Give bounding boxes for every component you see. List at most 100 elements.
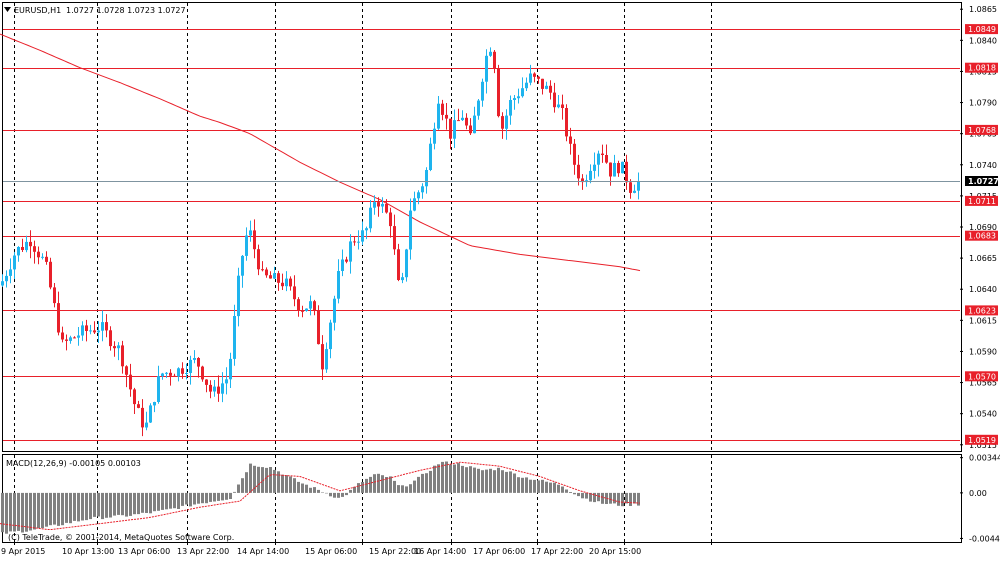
- candle-body: [533, 73, 536, 77]
- macd-bar: [437, 464, 440, 493]
- macd-bar: [617, 492, 620, 506]
- candle-body: [21, 247, 24, 250]
- macd-bar: [493, 470, 496, 493]
- macd-bar: [361, 482, 364, 493]
- candle-body: [113, 346, 116, 349]
- macd-bar: [401, 485, 404, 493]
- candle-body: [197, 358, 200, 367]
- macd-tick-label: 0.00: [969, 489, 987, 498]
- time-tick-label: 13 Apr 06:00: [118, 547, 170, 556]
- candle-body: [345, 259, 348, 262]
- candle-body: [573, 143, 576, 165]
- candle-body: [277, 273, 280, 283]
- macd-bar: [609, 492, 612, 504]
- candle-body: [481, 81, 484, 101]
- ohlc-readout: 1.0727 1.0728 1.0723 1.0727: [66, 6, 186, 15]
- candle-body: [493, 51, 496, 69]
- macd-bar: [445, 461, 448, 493]
- macd-bar: [501, 470, 504, 493]
- macd-bar: [13, 492, 16, 532]
- candle-body: [461, 117, 464, 121]
- candle-body: [465, 117, 468, 126]
- candle-body: [101, 322, 104, 331]
- macd-bar: [621, 492, 624, 507]
- macd-bar: [65, 492, 68, 523]
- macd-bar: [553, 482, 556, 493]
- macd-indicator: [0, 461, 641, 534]
- macd-bar: [577, 492, 580, 497]
- candle-body: [229, 358, 232, 380]
- macd-bar: [177, 492, 180, 509]
- macd-bar: [425, 473, 428, 493]
- macd-bar: [533, 479, 536, 493]
- macd-bar: [5, 492, 8, 534]
- price-tick-label: 1.0515: [969, 441, 997, 450]
- macd-bar: [489, 468, 492, 493]
- macd-bar: [517, 477, 520, 493]
- macd-bar: [249, 463, 252, 493]
- candle-body: [221, 383, 224, 394]
- macd-bar: [453, 464, 456, 493]
- level-label: 1.0683: [968, 232, 996, 241]
- macd-bar: [297, 481, 300, 493]
- macd-bar: [117, 492, 120, 515]
- candle-body: [301, 310, 304, 312]
- candle-body: [241, 255, 244, 276]
- time-tick-label: 10 Apr 13:00: [62, 547, 114, 556]
- level-label-box: [965, 305, 998, 316]
- macd-bar: [101, 492, 104, 520]
- candle-body: [541, 78, 544, 89]
- candle-body: [185, 373, 188, 374]
- candle-body: [597, 153, 600, 165]
- macd-bar: [105, 492, 108, 518]
- macd-bar: [381, 475, 384, 493]
- macd-bar: [153, 492, 156, 512]
- macd-bar: [273, 469, 276, 493]
- macd-bar: [633, 492, 636, 504]
- ma-line: [0, 33, 641, 272]
- macd-bar: [581, 492, 584, 499]
- macd-bar: [261, 467, 264, 493]
- candle-body: [17, 247, 20, 256]
- macd-bar: [441, 461, 444, 493]
- down-triangle-icon[interactable]: [4, 7, 11, 12]
- level-label-box: [965, 124, 998, 135]
- macd-bar: [409, 484, 412, 493]
- candle-body: [97, 330, 100, 333]
- candle-body: [377, 202, 380, 207]
- macd-bar: [505, 471, 508, 493]
- candle-body: [457, 120, 460, 122]
- macd-bar: [81, 492, 84, 521]
- macd-bar: [301, 483, 304, 493]
- time-tick-label: 14 Apr 14:00: [237, 547, 289, 556]
- copyright-text: (C) TeleTrade, © 2001-2014, MetaQuotes S…: [8, 533, 234, 542]
- macd-bar: [341, 492, 344, 497]
- candle-body: [497, 69, 500, 117]
- macd-bar: [49, 492, 52, 526]
- candle-body: [213, 386, 216, 392]
- candle-body: [161, 373, 164, 377]
- price-tick-label: 1.0790: [969, 99, 997, 108]
- candle-body: [381, 203, 384, 207]
- candle-body: [329, 322, 332, 350]
- candle-body: [473, 115, 476, 134]
- candle-body: [621, 161, 624, 174]
- macd-bar: [213, 492, 216, 502]
- price-tick-label: 1.0615: [969, 316, 997, 325]
- macd-bar: [393, 480, 396, 493]
- candle-body: [633, 190, 636, 193]
- macd-bar: [109, 492, 112, 518]
- candle-body: [517, 96, 520, 99]
- candle-body: [485, 55, 488, 82]
- time-tick-label: 15 Apr 22:00: [369, 547, 421, 556]
- macd-bar: [513, 473, 516, 493]
- candle-body: [93, 330, 96, 333]
- macd-bar: [529, 479, 532, 493]
- candle-body: [225, 379, 228, 384]
- macd-bar: [69, 492, 72, 524]
- time-tick-label: 13 Apr 22:00: [177, 547, 229, 556]
- macd-bar: [477, 468, 480, 493]
- candle-body: [529, 73, 532, 83]
- macd-bar: [305, 484, 308, 493]
- macd-bar: [289, 476, 292, 493]
